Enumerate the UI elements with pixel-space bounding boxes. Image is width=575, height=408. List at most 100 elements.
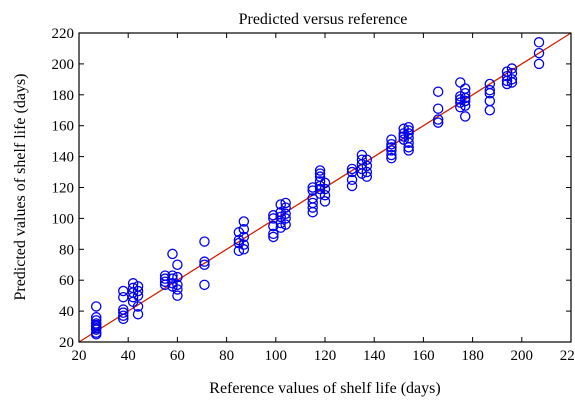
- y-tick-label: 160: [52, 119, 75, 135]
- data-point: [307, 182, 318, 193]
- data-point: [118, 285, 129, 297]
- data-point: [199, 256, 210, 267]
- data-point: [403, 125, 414, 136]
- data-point: [314, 168, 326, 179]
- data-point: [459, 92, 471, 104]
- x-tick-label: 60: [170, 348, 185, 364]
- x-tick-label: 80: [219, 348, 234, 364]
- data-point: [268, 231, 279, 243]
- data-point: [238, 216, 250, 227]
- data-point: [118, 310, 129, 321]
- chart-title: Predicted versus reference: [239, 11, 408, 28]
- x-tick-label: 120: [314, 348, 337, 364]
- data-point: [167, 248, 178, 260]
- y-tick-label: 60: [59, 273, 74, 289]
- data-point: [167, 270, 178, 281]
- data-point: [132, 290, 144, 301]
- data-point: [118, 291, 129, 303]
- data-point: [172, 271, 183, 283]
- data-point: [361, 171, 373, 182]
- x-tick-label: 40: [121, 348, 136, 364]
- data-point: [314, 176, 326, 187]
- y-tick-label: 180: [52, 88, 75, 104]
- data-point: [280, 197, 291, 209]
- data-point: [506, 77, 518, 88]
- y-tick-label: 200: [52, 57, 75, 73]
- data-point: [172, 259, 183, 270]
- data-point: [314, 165, 326, 176]
- data-point: [386, 138, 397, 150]
- data-point: [238, 239, 250, 250]
- data-point: [484, 105, 496, 116]
- y-tick-label: 120: [52, 181, 75, 197]
- data-point: [280, 208, 291, 220]
- data-point: [346, 174, 358, 186]
- points-layer: [90, 37, 545, 340]
- y-axis: 20 40 60 80 100 120 140 160 180 200 220: [52, 26, 571, 351]
- data-point: [506, 74, 518, 85]
- data-point: [280, 219, 291, 230]
- data-point: [307, 206, 318, 218]
- data-point: [199, 279, 210, 291]
- data-point: [199, 259, 210, 270]
- data-point: [361, 166, 373, 178]
- x-axis-label: Reference values of shelf life (days): [209, 380, 440, 397]
- data-point: [280, 202, 291, 213]
- data-point: [432, 86, 444, 97]
- y-tick-label: 20: [59, 335, 74, 351]
- data-point: [268, 213, 279, 224]
- y-tick-label: 80: [59, 242, 74, 258]
- data-point: [403, 142, 414, 153]
- data-point: [159, 273, 171, 284]
- data-point: [459, 88, 471, 99]
- data-point: [459, 111, 471, 122]
- data-point: [386, 134, 397, 145]
- data-point: [533, 47, 545, 59]
- data-point: [307, 185, 318, 196]
- data-point: [403, 121, 414, 133]
- data-point: [361, 154, 373, 165]
- data-point: [172, 290, 183, 301]
- data-point: [90, 329, 102, 340]
- data-point: [319, 196, 331, 207]
- data-point: [199, 236, 210, 247]
- data-point: [307, 202, 318, 213]
- data-point: [280, 213, 291, 224]
- data-point: [132, 285, 144, 297]
- data-point: [386, 149, 397, 161]
- data-point: [533, 37, 545, 48]
- data-point: [172, 279, 183, 291]
- data-point: [132, 301, 144, 312]
- data-point: [484, 88, 496, 99]
- data-point: [268, 220, 279, 232]
- data-point: [403, 145, 414, 156]
- data-point: [386, 145, 397, 156]
- data-point: [361, 160, 373, 172]
- data-point: [90, 324, 102, 335]
- x-axis: 20 40 60 80 100 120 140 160 180 200 220: [72, 33, 575, 364]
- x-tick-label: 20: [72, 348, 87, 364]
- data-point: [403, 137, 414, 148]
- data-point: [319, 177, 331, 189]
- data-point: [159, 279, 171, 291]
- data-point: [432, 114, 444, 125]
- data-point: [346, 180, 358, 192]
- y-tick-label: 40: [59, 304, 74, 320]
- y-axis-label: Predicted values of shelf life (days): [12, 73, 29, 300]
- x-tick-label: 180: [461, 348, 484, 364]
- data-point: [172, 284, 183, 295]
- data-point: [319, 189, 331, 201]
- data-point: [159, 276, 171, 287]
- data-point: [484, 84, 496, 96]
- y-tick-label: 100: [52, 211, 75, 227]
- x-tick-label: 100: [265, 348, 288, 364]
- data-point: [268, 210, 279, 221]
- data-point: [533, 58, 545, 70]
- x-tick-label: 220: [560, 348, 575, 364]
- data-point: [268, 228, 279, 240]
- data-point: [432, 117, 444, 128]
- data-point: [346, 166, 358, 178]
- data-point: [238, 223, 250, 235]
- data-point: [455, 77, 466, 88]
